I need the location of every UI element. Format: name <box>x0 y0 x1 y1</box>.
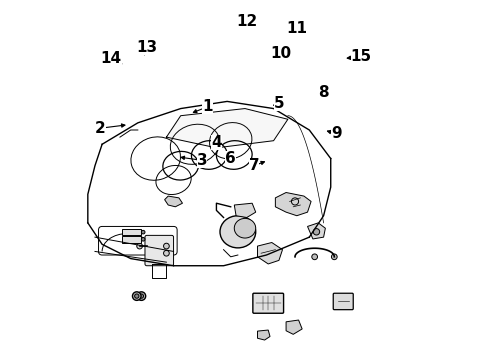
Circle shape <box>142 230 145 234</box>
Polygon shape <box>258 243 283 264</box>
Polygon shape <box>286 320 302 334</box>
Circle shape <box>313 229 319 235</box>
Polygon shape <box>167 109 288 148</box>
Circle shape <box>135 294 139 298</box>
Polygon shape <box>234 203 256 217</box>
Bar <box>122 229 142 235</box>
Text: 10: 10 <box>270 46 291 61</box>
Text: 3: 3 <box>197 153 207 168</box>
Text: 13: 13 <box>136 40 157 55</box>
Ellipse shape <box>234 219 256 238</box>
Circle shape <box>139 294 144 298</box>
Bar <box>122 236 142 243</box>
Circle shape <box>142 238 145 241</box>
Text: 4: 4 <box>211 135 222 150</box>
FancyBboxPatch shape <box>253 293 284 313</box>
Ellipse shape <box>220 216 256 248</box>
FancyBboxPatch shape <box>333 293 353 310</box>
Text: 11: 11 <box>286 21 307 36</box>
Polygon shape <box>165 196 182 207</box>
Text: 9: 9 <box>331 126 342 141</box>
Circle shape <box>132 292 141 300</box>
Text: 6: 6 <box>225 151 236 166</box>
Text: 7: 7 <box>248 158 259 173</box>
Text: 15: 15 <box>350 49 371 64</box>
Circle shape <box>137 292 146 300</box>
Text: 2: 2 <box>95 121 106 136</box>
Polygon shape <box>258 330 270 340</box>
Circle shape <box>331 254 337 260</box>
Text: 14: 14 <box>100 51 122 66</box>
Circle shape <box>312 254 318 260</box>
Text: 8: 8 <box>318 85 329 100</box>
Text: 1: 1 <box>202 99 213 114</box>
Circle shape <box>137 243 143 249</box>
Circle shape <box>164 243 169 249</box>
Text: 12: 12 <box>236 14 257 28</box>
Polygon shape <box>308 223 325 239</box>
Polygon shape <box>275 193 311 216</box>
Circle shape <box>164 250 169 256</box>
FancyBboxPatch shape <box>145 235 173 266</box>
Text: 5: 5 <box>273 96 284 111</box>
